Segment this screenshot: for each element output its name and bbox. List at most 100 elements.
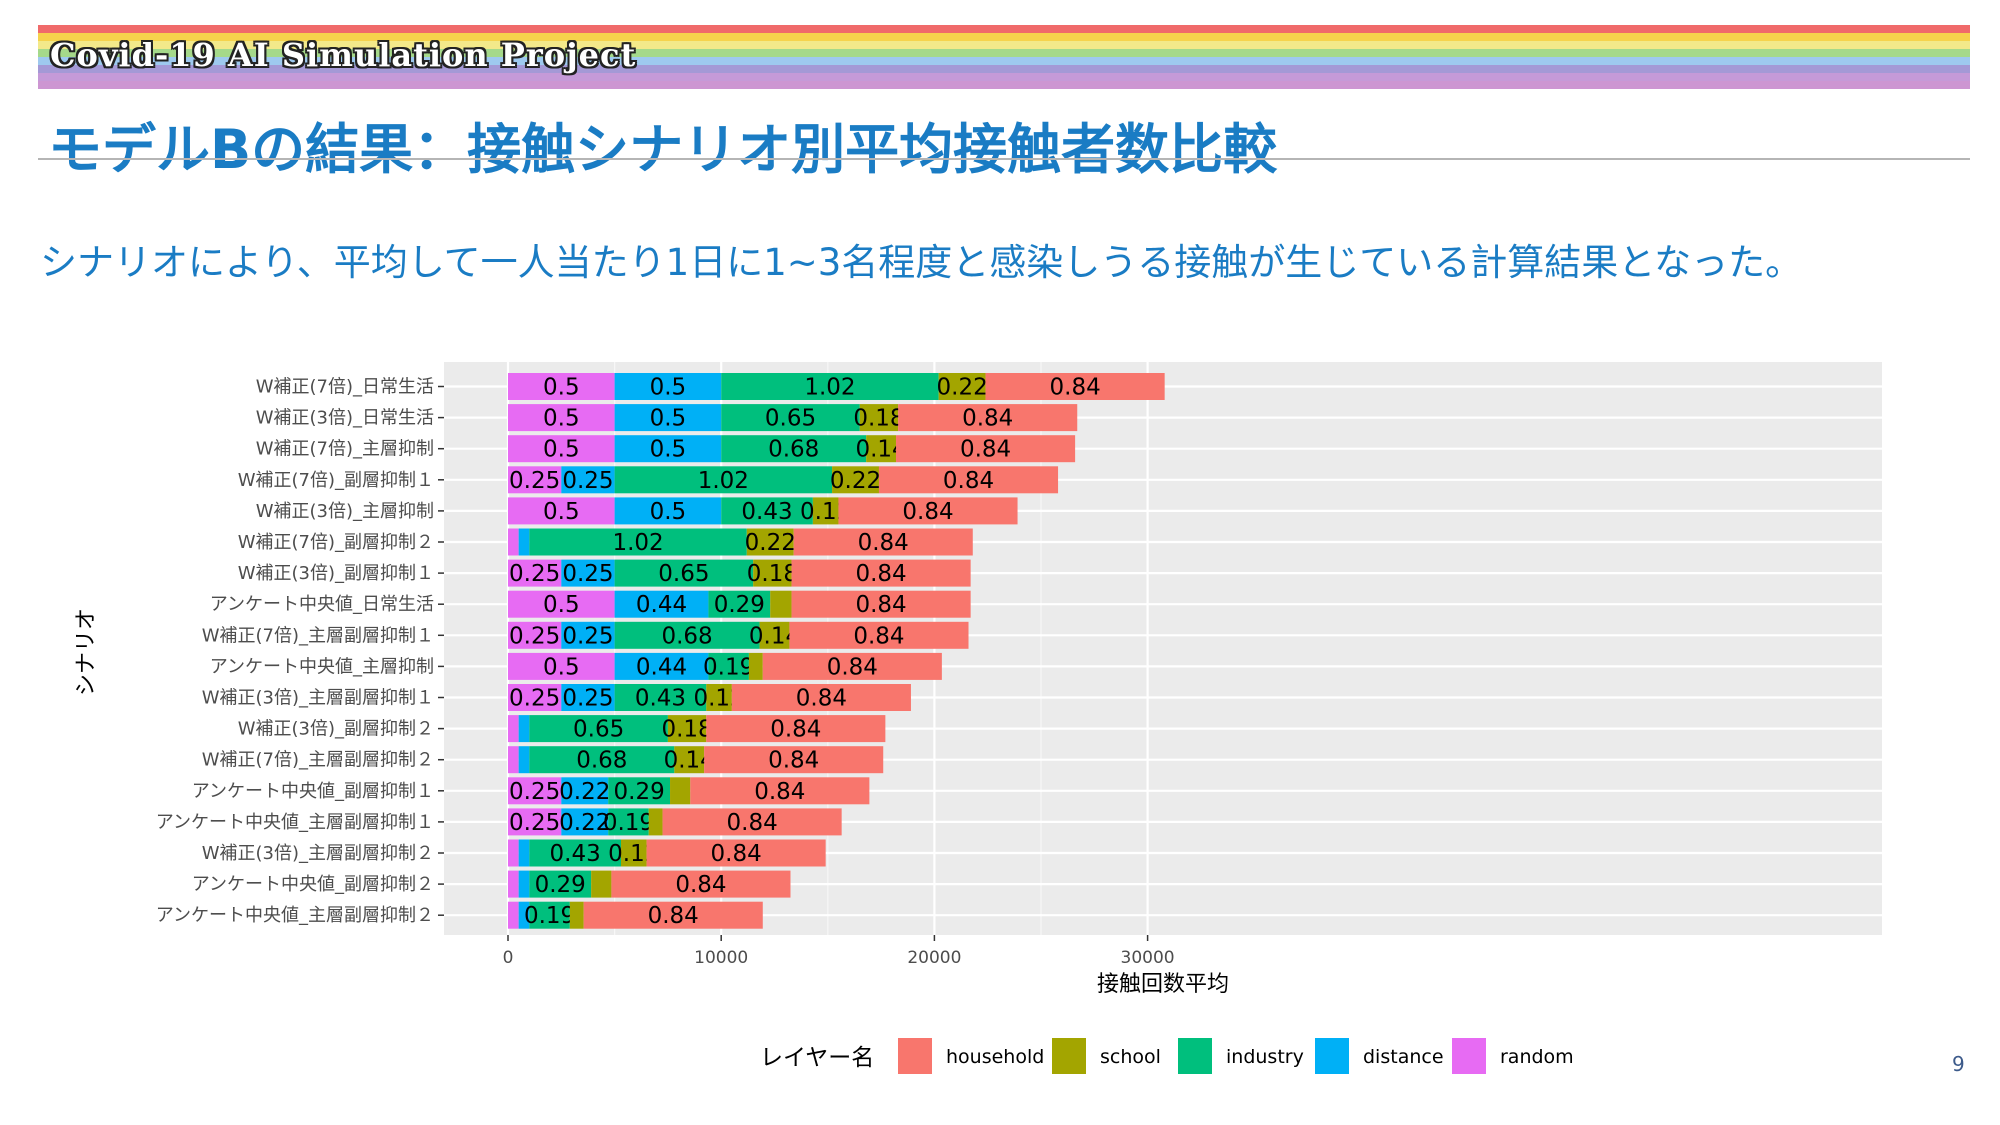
bar-segment-industry <box>529 901 570 929</box>
bar-segment-industry <box>529 839 621 867</box>
bar-segment-household <box>791 559 971 587</box>
bar-segment-industry <box>529 715 668 743</box>
slide-title: モデルBの結果：接触シナリオ別平均接触者数比較 <box>48 118 1278 181</box>
bar-segment-industry <box>529 746 675 774</box>
y-tick-label: W補正(7倍)_主層副層抑制１ <box>202 625 434 646</box>
bar-segment-distance <box>614 404 722 432</box>
bar-value-label: 0.84 <box>853 623 904 649</box>
title-divider <box>38 158 1970 160</box>
bar-segment-school <box>648 808 663 836</box>
bar-segment-school <box>620 839 647 867</box>
x-tick-label: 20000 <box>907 948 961 968</box>
bar-segment-industry <box>614 466 833 494</box>
bar-segment-household <box>731 684 911 711</box>
bar-segment-distance <box>518 839 530 867</box>
x-tick-label: 0 <box>503 948 514 968</box>
bar-segment-distance <box>561 621 615 649</box>
bar-segment-school <box>859 404 899 432</box>
y-tick-label: アンケート中央値_主層副層抑制２ <box>156 905 434 926</box>
legend-swatch-household <box>898 1038 932 1074</box>
bar-segment-household <box>985 373 1165 400</box>
bar-segment-household <box>690 777 870 805</box>
bar-value-label: 0.22 <box>559 810 610 836</box>
bar-segment-industry <box>608 808 649 836</box>
bar-value-label: 0.84 <box>962 406 1013 432</box>
bar-value-label: 0.84 <box>768 748 819 774</box>
bar-segment-household <box>662 808 842 836</box>
bar-value-label: 0.19 <box>703 654 754 680</box>
bar-value-label: 0.84 <box>943 468 994 494</box>
bar-segment-school <box>569 901 584 929</box>
page-number: 9 <box>1952 1052 1965 1076</box>
bar-value-label: 0.68 <box>768 437 819 463</box>
bar-value-label: 0.25 <box>509 810 560 836</box>
bar-segment-distance <box>614 590 709 618</box>
bar-value-label: 0.43 <box>741 499 792 525</box>
bar-segment-school <box>667 715 707 743</box>
bar-value-label: 0.18 <box>853 406 904 432</box>
rainbow-stripe <box>38 49 1970 57</box>
rainbow-stripe <box>38 65 1970 73</box>
y-tick-label: W補正(3倍)_主層抑制 <box>256 501 434 522</box>
bar-segment-industry <box>721 373 939 400</box>
y-tick-label: W補正(3倍)_主層副層抑制１ <box>202 688 434 709</box>
bar-value-label: 0.22 <box>559 779 610 805</box>
bar-segment-random <box>508 808 562 836</box>
legend-label-random: random <box>1500 1046 1574 1068</box>
bar-segment-random <box>508 652 615 680</box>
bar-segment-school <box>670 777 691 805</box>
y-tick-label: アンケート中央値_主層副層抑制１ <box>156 812 434 833</box>
bar-value-label: 0.29 <box>714 592 765 618</box>
bar-segment-school <box>748 652 763 680</box>
y-tick-label: W補正(3倍)_主層副層抑制２ <box>202 843 434 864</box>
bar-segment-school <box>938 373 986 400</box>
bar-segment-industry <box>529 870 592 898</box>
bar-segment-distance <box>561 808 609 836</box>
bar-segment-distance <box>614 652 709 680</box>
bar-segment-random <box>508 746 519 774</box>
bar-segment-random <box>508 777 562 805</box>
bar-segment-random <box>508 373 615 400</box>
bar-segment-distance <box>561 777 609 805</box>
bar-value-label: 0.68 <box>661 623 712 649</box>
bar-segment-school <box>866 435 897 463</box>
legend-label-school: school <box>1100 1046 1161 1068</box>
legend-swatch-industry <box>1178 1038 1212 1074</box>
bar-segment-household <box>646 839 826 867</box>
legend-label-industry: industry <box>1226 1046 1304 1068</box>
bar-segment-random <box>508 404 615 432</box>
bar-segment-school <box>832 466 879 494</box>
bar-value-label: 0.29 <box>535 872 586 898</box>
bar-value-label: 0.65 <box>573 717 624 743</box>
bar-segment-household <box>896 435 1076 463</box>
bar-value-label: 0.43 <box>635 686 686 712</box>
bar-segment-distance <box>614 497 722 525</box>
bar-segment-random <box>508 715 519 743</box>
bar-segment-school <box>591 870 612 898</box>
bar-segment-distance <box>518 715 530 743</box>
y-tick-label: W補正(3倍)_日常生活 <box>256 408 434 429</box>
bar-value-label: 0.65 <box>765 406 816 432</box>
bar-segment-industry <box>708 590 771 618</box>
bar-value-label: 0.22 <box>830 468 881 494</box>
bar-segment-random <box>508 870 519 898</box>
legend-label-household: household <box>946 1046 1044 1068</box>
bar-segment-household <box>706 715 886 743</box>
bar-value-label: 0.5 <box>650 437 687 463</box>
bar-segment-industry <box>708 652 749 680</box>
bar-segment-random <box>508 684 562 711</box>
y-axis-label: シナリオ <box>74 608 99 696</box>
bar-value-label: 1.02 <box>698 468 749 494</box>
bar-value-label: 0.25 <box>562 468 613 494</box>
legend-swatch-school <box>1052 1038 1086 1074</box>
bar-value-label: 0.84 <box>770 717 821 743</box>
bar-value-label: 0.43 <box>550 841 601 867</box>
bar-segment-school <box>674 746 705 774</box>
bar-segment-distance <box>561 559 615 587</box>
bar-segment-industry <box>721 404 860 432</box>
legend-title: レイヤー名 <box>760 1045 874 1071</box>
bar-segment-school <box>753 559 792 587</box>
bar-segment-industry <box>614 559 754 587</box>
y-tick-label: アンケート中央値_主層抑制 <box>210 656 434 677</box>
bar-segment-random <box>508 497 615 525</box>
